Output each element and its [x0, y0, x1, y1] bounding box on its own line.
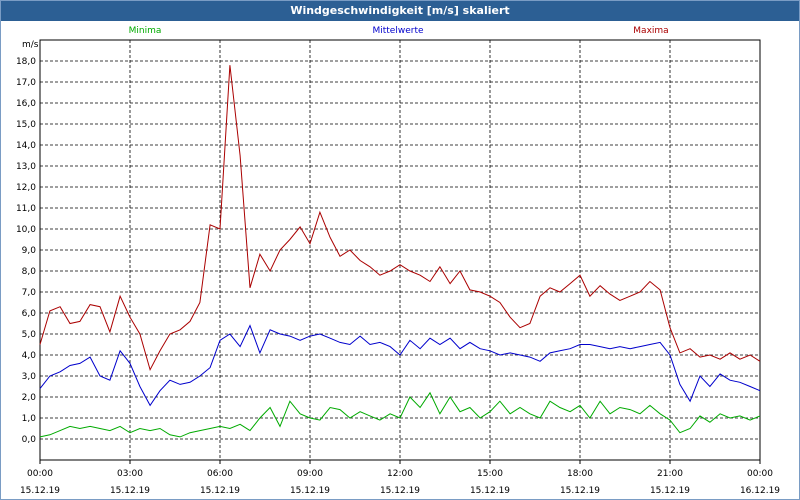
x-tick-date: 15.12.19	[110, 486, 150, 496]
x-tick-time: 18:00	[567, 469, 593, 479]
x-tick-date: 15.12.19	[20, 486, 60, 496]
x-tick-date: 15.12.19	[200, 486, 240, 496]
y-tick-label: 8,0	[22, 267, 37, 277]
y-tick-label: 4,0	[22, 351, 37, 361]
y-tick-label: 12,0	[16, 183, 36, 193]
legend-minima: Minima	[129, 26, 162, 36]
y-tick-label: 14,0	[16, 141, 36, 151]
x-tick-date: 15.12.19	[470, 486, 510, 496]
y-tick-label: 9,0	[22, 246, 37, 256]
y-tick-label: 17,0	[16, 78, 36, 88]
x-tick-time: 00:00	[747, 469, 773, 479]
x-tick-time: 15:00	[477, 469, 503, 479]
y-tick-label: 5,0	[22, 330, 37, 340]
x-tick-time: 09:00	[297, 469, 323, 479]
y-tick-label: 3,0	[22, 372, 37, 382]
y-tick-label: 18,0	[16, 57, 36, 67]
y-axis-label: m/s	[22, 40, 39, 50]
y-tick-label: 1,0	[22, 414, 37, 424]
x-tick-time: 00:00	[27, 469, 53, 479]
series-line-mittelwerte	[39, 324, 761, 407]
y-tick-label: 6,0	[22, 309, 37, 319]
legend-maxima: Maxima	[633, 26, 668, 36]
legend-mittelwerte: Mittelwerte	[372, 26, 423, 36]
x-tick-date: 15.12.19	[290, 486, 330, 496]
x-tick-time: 03:00	[117, 469, 143, 479]
series-line-minima	[39, 391, 761, 438]
y-tick-label: 11,0	[16, 204, 36, 214]
y-tick-label: 7,0	[22, 288, 37, 298]
y-tick-label: 16,0	[16, 99, 36, 109]
series-line-maxima	[39, 65, 761, 372]
y-tick-label: 0,0	[22, 435, 37, 445]
x-tick-time: 06:00	[207, 469, 233, 479]
x-tick-date: 15.12.19	[560, 486, 600, 496]
chart-title: Windgeschwindigkeit [m/s] skaliert	[1, 1, 799, 21]
y-tick-label: 15,0	[16, 120, 36, 130]
x-tick-time: 21:00	[657, 469, 683, 479]
y-tick-label: 2,0	[22, 393, 37, 403]
y-tick-label: 10,0	[16, 225, 36, 235]
y-tick-label: 13,0	[16, 162, 36, 172]
x-tick-date: 16.12.19	[740, 486, 780, 496]
x-tick-date: 15.12.19	[650, 486, 690, 496]
x-tick-date: 15.12.19	[380, 486, 420, 496]
x-tick-time: 12:00	[387, 469, 413, 479]
